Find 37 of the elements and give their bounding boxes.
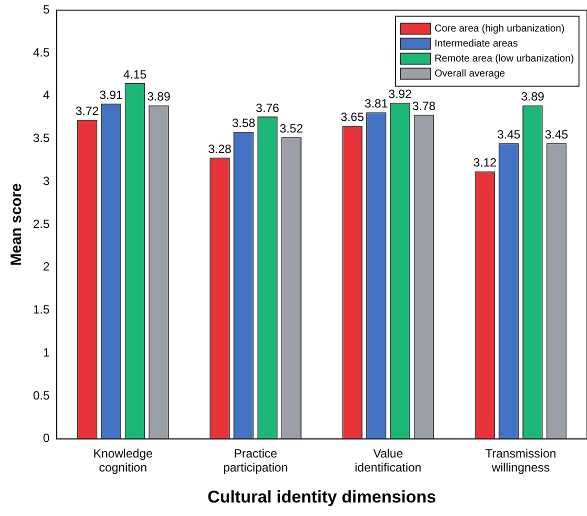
y-axis-title: Mean score — [8, 183, 26, 266]
data-label: 3.81 — [364, 96, 388, 111]
data-label: 3.45 — [497, 127, 521, 142]
y-tick-label: 1 — [42, 345, 50, 360]
data-label: 3.91 — [99, 88, 124, 102]
data-label: 3.72 — [75, 104, 100, 118]
y-tick-label: 2 — [42, 260, 50, 274]
data-label: 3.92 — [388, 87, 412, 102]
legend-label: Core area (high urbanization) — [434, 23, 565, 34]
data-label: 4.15 — [123, 67, 147, 82]
y-tick-label: 0 — [42, 431, 50, 446]
y-tick-label: 1.5 — [32, 302, 50, 317]
data-label: 3.58 — [232, 116, 256, 130]
data-label: 3.65 — [340, 110, 364, 124]
data-label: 3.12 — [473, 156, 497, 170]
x-tick-label: Knowledge cognition — [93, 446, 153, 475]
data-label: 3.45 — [544, 127, 569, 142]
data-label: 3.28 — [208, 142, 232, 156]
y-tick-label: 5 — [42, 2, 50, 17]
y-tick-label: 3 — [42, 174, 50, 188]
x-axis-title: Cultural identity dimensions — [208, 487, 436, 506]
legend-label: Overall average — [434, 68, 506, 80]
data-label: 3.52 — [280, 121, 304, 136]
data-label: 3.76 — [256, 100, 280, 115]
x-tick-label: Transmission willingness — [485, 446, 556, 475]
y-tick-label: 0.5 — [32, 388, 50, 402]
data-label: 3.78 — [412, 99, 436, 114]
y-tick-label: 3.5 — [32, 131, 50, 146]
data-label: 3.89 — [520, 90, 545, 104]
y-tick-label: 4 — [42, 88, 50, 102]
legend-label: Intermediate areas — [434, 38, 518, 50]
x-tick-label: Value identification — [354, 446, 422, 475]
y-tick-label: 4.5 — [32, 45, 50, 60]
data-label: 3.89 — [147, 90, 171, 104]
y-tick-label: 2.5 — [32, 216, 50, 231]
x-tick-label: Practice participation — [223, 446, 288, 475]
legend-label: Remote area (low urbanization) — [434, 53, 574, 64]
